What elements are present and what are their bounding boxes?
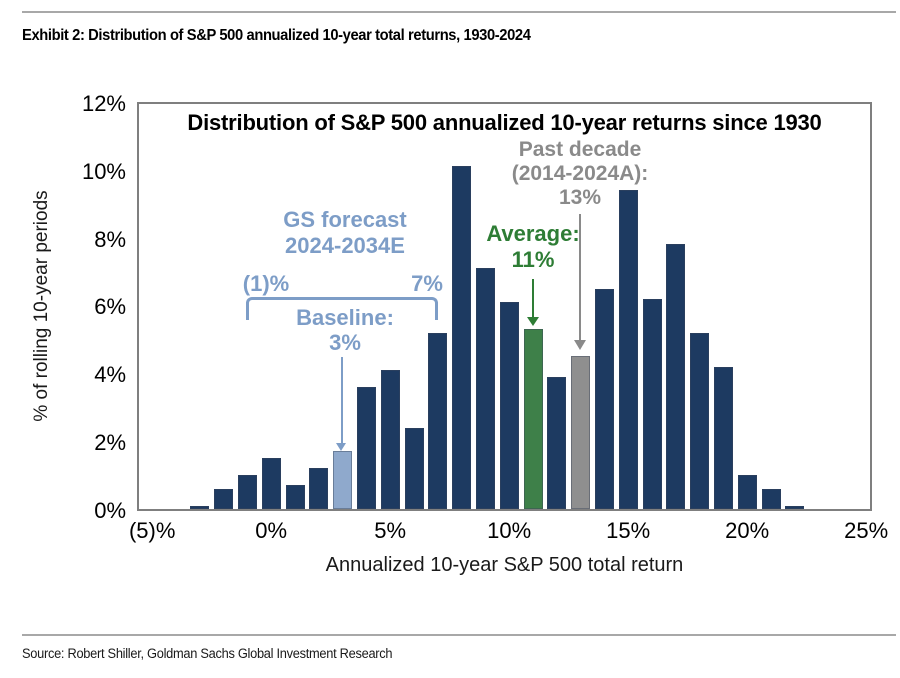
- forecast-range-bracket: [246, 297, 438, 320]
- bar: [214, 488, 234, 509]
- bar: [499, 302, 519, 509]
- bar: [475, 268, 495, 509]
- top-divider: [22, 11, 896, 13]
- x-tick-label: (5)%: [128, 518, 176, 543]
- bar: [404, 427, 424, 509]
- bars-container: [139, 104, 870, 509]
- gs-forecast-line2: 2024-2034E: [285, 233, 405, 258]
- annotation-gs-forecast: GS forecast 2024-2034E: [245, 207, 445, 259]
- forecast-range-high: 7%: [411, 271, 443, 296]
- chart-title: Distribution of S&P 500 annualized 10-ye…: [187, 110, 822, 135]
- bar: [713, 366, 733, 509]
- average-arrow-line: [532, 279, 534, 317]
- x-tick-label: 15%: [606, 518, 651, 543]
- plot-area: [137, 102, 872, 511]
- gs-forecast-line1: GS forecast: [283, 207, 407, 232]
- baseline-value: 3%: [329, 330, 361, 355]
- bar: [333, 451, 353, 509]
- average-label: Average:: [486, 221, 580, 246]
- bar: [618, 190, 638, 509]
- baseline-label: Baseline:: [296, 305, 394, 330]
- y-tick-label: 4%: [94, 362, 126, 388]
- average-arrow-head: [527, 317, 539, 326]
- bar: [190, 505, 210, 509]
- x-tick-label: 5%: [374, 518, 407, 543]
- y-tick-label: 0%: [94, 498, 126, 523]
- exhibit-title: Exhibit 2: Distribution of S&P 500 annua…: [22, 27, 531, 44]
- bar: [428, 332, 448, 509]
- annotation-past-decade: Past decade (2014-2024A): 13%: [480, 138, 680, 210]
- x-tick-label: 25%: [844, 518, 889, 543]
- x-tick-label: 0%: [255, 518, 288, 543]
- source-text: Source: Robert Shiller, Goldman Sachs Gl…: [22, 646, 393, 661]
- y-tick-label: 10%: [81, 158, 126, 184]
- past-decade-line1: Past decade: [518, 138, 642, 161]
- bar: [285, 485, 305, 509]
- past-decade-line3: 13%: [558, 186, 602, 209]
- baseline-arrow-line: [341, 357, 343, 443]
- bar: [547, 376, 567, 509]
- bar: [261, 458, 281, 509]
- x-tick-label: 20%: [725, 518, 770, 543]
- bar: [309, 468, 329, 509]
- bar: [452, 166, 472, 509]
- y-tick-label: 2%: [94, 430, 126, 456]
- annotation-baseline: Baseline: 3%: [270, 305, 420, 355]
- bar: [690, 332, 710, 509]
- bottom-divider: [22, 634, 896, 636]
- bar: [642, 298, 662, 509]
- past-decade-line2: (2014-2024A):: [511, 162, 649, 185]
- past-decade-arrow-line: [579, 214, 581, 340]
- bar: [523, 329, 543, 509]
- bar: [785, 505, 805, 509]
- bar: [666, 244, 686, 509]
- annotation-average: Average: 11%: [458, 221, 608, 273]
- x-axis-title: Annualized 10-year S&P 500 total return: [325, 554, 684, 576]
- bar: [761, 488, 781, 509]
- bar: [356, 386, 376, 509]
- bar: [594, 288, 614, 509]
- bar: [237, 475, 257, 509]
- forecast-range-low: (1)%: [242, 271, 290, 296]
- bar: [571, 356, 591, 509]
- past-decade-arrow-head: [574, 340, 586, 350]
- baseline-arrow-head: [336, 443, 346, 451]
- y-tick-label: 8%: [94, 226, 126, 252]
- x-tick-label: 10%: [487, 518, 532, 543]
- bar: [737, 475, 757, 509]
- average-value: 11%: [511, 247, 555, 272]
- y-tick-label: 12%: [81, 90, 126, 116]
- bar: [380, 369, 400, 509]
- y-tick-label: 6%: [94, 294, 126, 320]
